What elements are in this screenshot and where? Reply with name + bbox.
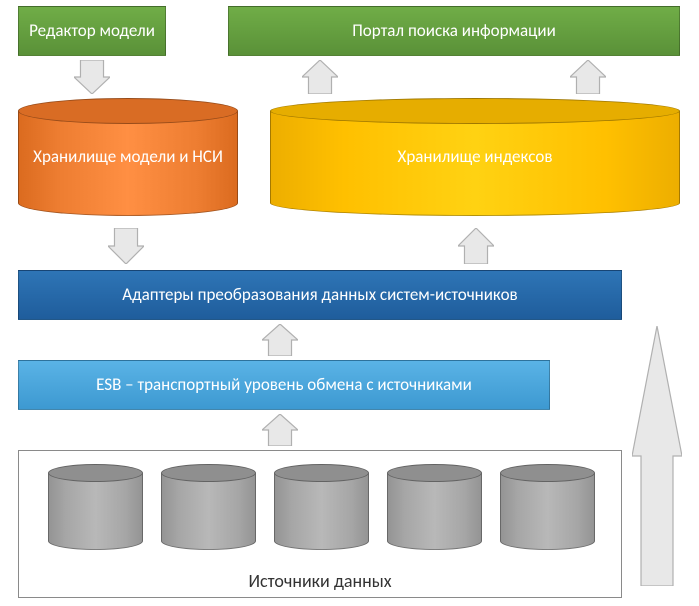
index-to-adapters-arrow <box>458 228 494 264</box>
adapters-box: Адаптеры преобразования данных систем-ис… <box>18 270 622 320</box>
portal-to-index-r-arrow <box>570 60 606 94</box>
esb-label: ESB – транспортный уровень обмена с исто… <box>96 375 472 395</box>
esb-to-sources-arrow <box>262 414 298 446</box>
index-store-label: Хранилище индексов <box>270 147 680 167</box>
adapters-to-esb-arrow <box>262 324 298 356</box>
source-cylinder <box>48 464 143 550</box>
editor-to-store-arrow <box>74 60 110 94</box>
portal-label: Портал поиска информации <box>352 21 556 41</box>
editor-label: Редактор модели <box>29 21 155 41</box>
esb-box: ESB – транспортный уровень обмена с исто… <box>18 360 550 410</box>
portal-box: Портал поиска информации <box>228 6 680 56</box>
sources-to-adapters-big-arrow <box>632 326 682 586</box>
portal-to-index-l-arrow <box>302 60 338 94</box>
source-cylinder <box>161 464 256 550</box>
source-cylinder <box>274 464 369 550</box>
adapters-label: Адаптеры преобразования данных систем-ис… <box>122 285 517 305</box>
store-to-adapters-arrow <box>108 228 144 264</box>
sources-label: Источники данных <box>18 570 622 592</box>
editor-box: Редактор модели <box>18 6 166 56</box>
model-store-label: Хранилище модели и НСИ <box>18 147 238 167</box>
source-cylinder <box>500 464 595 550</box>
index-store-cylinder: Хранилище индексов <box>270 98 680 216</box>
source-cylinder <box>387 464 482 550</box>
model-store-cylinder: Хранилище модели и НСИ <box>18 98 238 216</box>
